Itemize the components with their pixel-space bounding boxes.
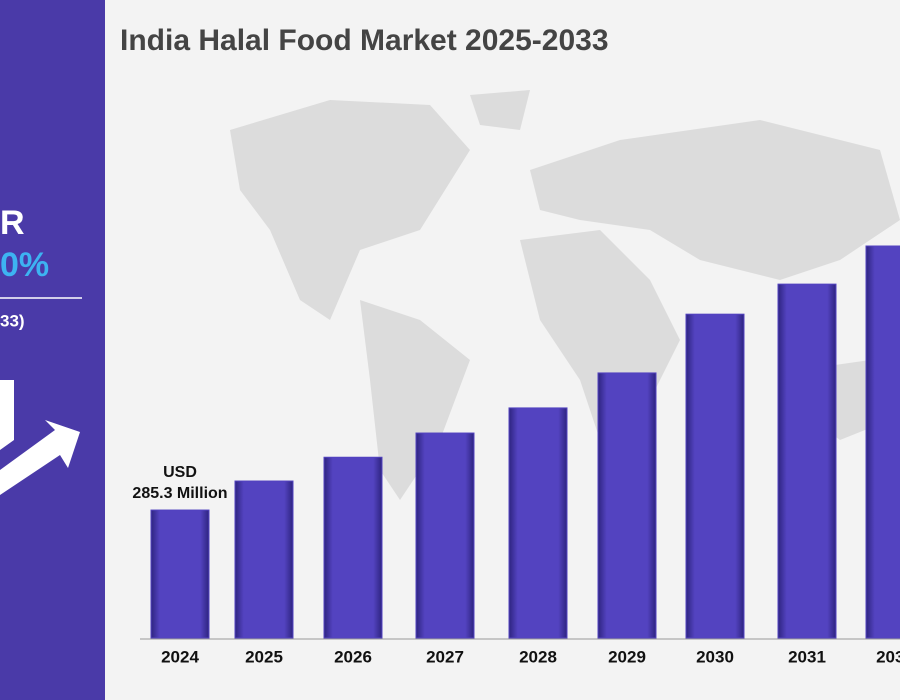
x-tick-label: 2024 [161, 647, 199, 666]
x-tick-label: 2028 [519, 647, 557, 666]
bar [150, 509, 210, 639]
side-panel [0, 0, 105, 700]
bar [323, 456, 383, 639]
x-tick-label: 2030 [696, 647, 734, 666]
bar [865, 245, 900, 639]
value-label: USD 285.3 Million [132, 464, 228, 503]
side-text: 0% [0, 246, 49, 284]
bar [508, 407, 568, 639]
bar [597, 372, 657, 639]
bar [777, 283, 837, 639]
chart-title: India Halal Food Market 2025-2033 [120, 24, 609, 57]
bar [415, 432, 475, 639]
x-tick-label: 2032 [876, 647, 900, 666]
x-tick-label: 2026 [334, 647, 372, 666]
side-text: 33) [0, 311, 25, 330]
x-tick-label: 2029 [608, 647, 646, 666]
bar [685, 313, 745, 639]
growth-arrow [0, 380, 80, 495]
x-tick-label: 2027 [426, 647, 464, 666]
x-tick-label: 2025 [245, 647, 283, 666]
x-tick-label: 2031 [788, 647, 826, 666]
side-text: R [0, 204, 25, 242]
bar [234, 480, 294, 639]
